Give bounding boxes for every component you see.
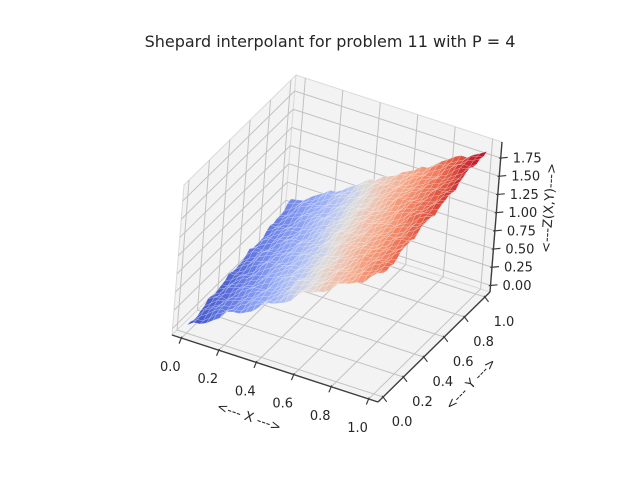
z-tick-label: 1.00 bbox=[508, 206, 537, 221]
x-tick-label: 0.0 bbox=[160, 360, 181, 375]
z-tick-label: 1.50 bbox=[511, 170, 540, 185]
grid-line bbox=[330, 276, 444, 388]
z-tick-label: 0.50 bbox=[505, 243, 534, 258]
surface-mesh bbox=[186, 151, 488, 326]
z-tick-label: 0.00 bbox=[503, 279, 532, 294]
grid-line bbox=[177, 145, 291, 256]
x-tick-label: 0.2 bbox=[197, 372, 218, 387]
surface-facet bbox=[469, 158, 481, 167]
surface-facet bbox=[393, 247, 405, 255]
y-tick-label: 0.2 bbox=[412, 395, 433, 410]
tick-mark bbox=[491, 247, 501, 250]
z-axis-label: <---Z(X,Y)---> bbox=[539, 163, 560, 254]
tick-mark bbox=[215, 348, 220, 357]
tick-mark bbox=[497, 174, 507, 177]
grid-line bbox=[293, 264, 407, 375]
tick-mark bbox=[494, 211, 504, 214]
x-tick-label: 0.4 bbox=[235, 384, 256, 399]
tick-mark bbox=[365, 397, 370, 405]
surface-facet bbox=[410, 226, 422, 238]
surface-facet bbox=[462, 166, 474, 174]
x-axis-spine bbox=[171, 334, 379, 403]
grid-line bbox=[182, 90, 296, 202]
grid-line bbox=[180, 108, 294, 220]
grid-line bbox=[176, 163, 290, 275]
plot-title: Shepard interpolant for problem 11 with … bbox=[145, 32, 516, 51]
tick-marks bbox=[178, 156, 508, 405]
tick-mark bbox=[483, 295, 489, 303]
z-tick-label: 1.25 bbox=[510, 188, 539, 203]
grid-line bbox=[291, 126, 498, 195]
y-tick-label: 0.6 bbox=[453, 355, 474, 370]
x-tick-label: 0.8 bbox=[310, 409, 331, 424]
tick-mark bbox=[442, 335, 449, 343]
tick-mark bbox=[402, 375, 408, 383]
tick-mark bbox=[498, 156, 508, 159]
tick-mark bbox=[463, 315, 469, 323]
y-tick-label: 0.4 bbox=[432, 375, 453, 390]
tick-mark bbox=[178, 336, 183, 344]
y-tick-label: 0.0 bbox=[392, 415, 413, 430]
surface-facet bbox=[418, 219, 429, 227]
y-tick-label: 1.0 bbox=[494, 315, 515, 330]
surface-facet bbox=[438, 194, 450, 202]
tick-mark bbox=[381, 395, 388, 403]
tick-mark bbox=[490, 266, 500, 268]
tick-mark bbox=[496, 193, 505, 196]
grid-line bbox=[176, 329, 384, 398]
surface-facet bbox=[376, 270, 387, 274]
grid-line bbox=[294, 90, 501, 159]
grid-line bbox=[173, 199, 287, 311]
grid-line bbox=[179, 127, 293, 238]
grid-line bbox=[368, 288, 481, 400]
x-tick-label: 1.0 bbox=[347, 421, 368, 436]
tick-mark bbox=[422, 355, 428, 363]
z-tick-label: 0.25 bbox=[504, 261, 533, 276]
surface-facet bbox=[397, 244, 408, 251]
surface-facet bbox=[445, 190, 456, 193]
tick-labels: 0.00.20.40.60.81.0 0.00.20.40.60.81.00.00… bbox=[160, 152, 542, 436]
z-tick-label: 1.75 bbox=[513, 152, 542, 167]
grid-line bbox=[175, 181, 288, 293]
x-tick-label: 0.6 bbox=[272, 397, 293, 412]
y-axis-spine bbox=[377, 291, 491, 403]
z-tick-label: 0.75 bbox=[507, 224, 536, 239]
tick-mark bbox=[328, 385, 333, 393]
tick-mark bbox=[253, 360, 258, 369]
tick-mark bbox=[290, 372, 295, 381]
tick-mark bbox=[493, 229, 502, 232]
y-tick-label: 0.8 bbox=[473, 335, 494, 350]
grid-line bbox=[197, 309, 404, 378]
tick-mark bbox=[488, 284, 498, 287]
